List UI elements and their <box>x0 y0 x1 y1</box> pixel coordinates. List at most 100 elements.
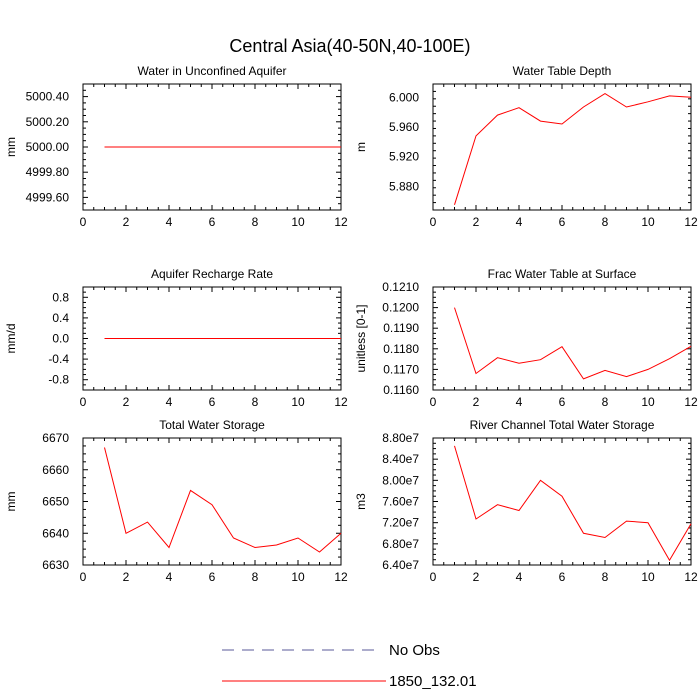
series-line <box>454 445 692 562</box>
x-tick-label: 4 <box>166 395 173 409</box>
y-tick-label: 0.4 <box>52 311 69 325</box>
y-axis-label: m3 <box>354 493 368 510</box>
y-tick-label: 0.8 <box>52 290 69 304</box>
x-tick-label: 10 <box>291 395 305 409</box>
y-tick-label: 0.0 <box>52 332 69 346</box>
x-tick-label: 6 <box>559 570 566 584</box>
series-line <box>454 93 692 205</box>
x-tick-label: 12 <box>684 215 698 229</box>
x-tick-label: 10 <box>291 570 305 584</box>
panel-title: Water in Unconfined Aquifer <box>138 64 287 78</box>
x-tick-label: 12 <box>334 570 348 584</box>
plot-frame <box>82 437 342 566</box>
x-tick-label: 2 <box>123 395 130 409</box>
x-tick-label: 0 <box>430 215 437 229</box>
x-tick-label: 2 <box>123 215 130 229</box>
figure-title: Central Asia(40-50N,40-100E) <box>229 36 470 56</box>
panel-river-channel-storage: River Channel Total Water Storage m3 0 2 4 6 8… <box>354 418 698 584</box>
y-tick-label: -0.8 <box>48 373 69 387</box>
y-tick-label: 6.000 <box>389 90 419 104</box>
y-tick-label: -0.4 <box>48 352 69 366</box>
x-tick-label: 0 <box>80 395 87 409</box>
series-line <box>104 447 342 553</box>
y-tick-label: 5.920 <box>389 150 419 164</box>
y-tick-label: 0.1160 <box>383 383 419 397</box>
panel-aquifer-recharge-rate: Aquifer Recharge Rate mm/d 0 2 4 6 8 10 12 -0.8 -0… <box>4 267 348 409</box>
y-tick-label: 0.1210 <box>382 280 419 294</box>
plot-frame <box>432 286 692 391</box>
x-tick-label: 10 <box>641 215 655 229</box>
x-tick-label: 4 <box>166 570 173 584</box>
legend-label-no-obs: No Obs <box>389 642 440 659</box>
x-tick-label: 8 <box>252 215 259 229</box>
x-tick-label: 8 <box>252 570 259 584</box>
panel-title: River Channel Total Water Storage <box>470 418 655 432</box>
panel-water-table-depth: Water Table Depth m 0 2 4 6 8 10 12 5.880 5.920 5.9… <box>354 64 698 229</box>
y-tick-label: 8.40e7 <box>382 452 419 466</box>
y-axis-label: mm <box>4 137 18 157</box>
y-tick-label: 0.1200 <box>382 301 419 315</box>
panel-title: Frac Water Table at Surface <box>488 267 637 281</box>
y-tick-label: 7.20e7 <box>382 516 419 530</box>
y-tick-label: 6630 <box>42 558 69 572</box>
x-tick-label: 0 <box>80 570 87 584</box>
y-tick-label: 0.1190 <box>383 321 419 335</box>
x-tick-label: 0 <box>430 395 437 409</box>
y-tick-label: 6640 <box>42 526 69 540</box>
x-tick-label: 4 <box>516 570 523 584</box>
x-tick-label: 6 <box>209 395 216 409</box>
plot-frame <box>432 437 692 566</box>
x-tick-label: 4 <box>516 395 523 409</box>
panel-water-unconfined-aquifer: Water in Unconfined Aquifer mm 0 2 4 6 8 10 12 49… <box>4 64 348 229</box>
x-tick-label: 8 <box>252 395 259 409</box>
y-tick-label: 8.00e7 <box>382 473 419 487</box>
x-tick-label: 6 <box>209 215 216 229</box>
y-tick-label: 0.1180 <box>383 342 419 356</box>
panel-frac-water-table-surface: Frac Water Table at Surface unitless [0-1… <box>354 267 698 409</box>
y-tick-label: 5.880 <box>389 179 419 193</box>
x-tick-label: 8 <box>602 395 609 409</box>
y-axis-label: mm <box>4 492 18 512</box>
x-tick-label: 12 <box>684 570 698 584</box>
y-tick-label: 4999.80 <box>26 165 70 179</box>
x-tick-label: 10 <box>641 570 655 584</box>
legend: No Obs 1850_132.01 <box>222 642 477 690</box>
y-tick-label: 6660 <box>42 463 69 477</box>
x-tick-label: 4 <box>166 215 173 229</box>
panel-total-water-storage: Total Water Storage mm 0 2 4 6 8 10 12 6630 6640 66… <box>4 418 348 584</box>
y-tick-label: 8.80e7 <box>382 431 419 445</box>
y-tick-label: 5000.20 <box>26 115 70 129</box>
x-tick-label: 6 <box>559 395 566 409</box>
y-tick-label: 0.1170 <box>383 362 419 376</box>
y-axis-label: m <box>354 142 368 152</box>
y-tick-label: 5000.00 <box>26 140 70 154</box>
y-tick-label: 5.960 <box>389 120 419 134</box>
y-axis-label: unitless [0-1] <box>354 304 368 372</box>
y-tick-label: 6650 <box>42 495 69 509</box>
y-tick-label: 7.60e7 <box>382 495 419 509</box>
panel-title: Water Table Depth <box>513 64 612 78</box>
x-tick-label: 0 <box>430 570 437 584</box>
x-tick-label: 8 <box>602 215 609 229</box>
x-tick-label: 12 <box>334 395 348 409</box>
x-tick-label: 4 <box>516 215 523 229</box>
series-line <box>454 307 692 380</box>
x-tick-label: 8 <box>602 570 609 584</box>
panel-title: Aquifer Recharge Rate <box>151 267 273 281</box>
x-tick-label: 2 <box>473 570 480 584</box>
x-tick-label: 12 <box>684 395 698 409</box>
y-axis-label: mm/d <box>4 324 18 354</box>
legend-label-1850: 1850_132.01 <box>389 673 477 690</box>
x-tick-label: 6 <box>209 570 216 584</box>
x-tick-label: 2 <box>473 395 480 409</box>
y-tick-label: 5000.40 <box>26 90 70 104</box>
x-tick-label: 10 <box>291 215 305 229</box>
y-tick-label: 6.80e7 <box>382 537 419 551</box>
panel-title: Total Water Storage <box>159 418 265 432</box>
x-tick-label: 10 <box>641 395 655 409</box>
y-tick-label: 6.40e7 <box>382 558 419 572</box>
x-tick-label: 6 <box>559 215 566 229</box>
x-tick-label: 12 <box>334 215 348 229</box>
x-tick-label: 0 <box>80 215 87 229</box>
